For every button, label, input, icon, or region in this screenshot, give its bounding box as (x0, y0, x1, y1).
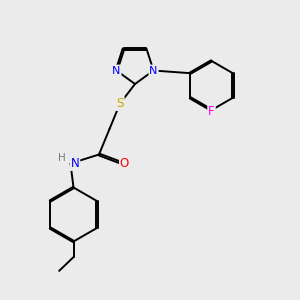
Text: O: O (120, 157, 129, 170)
Text: H: H (58, 153, 66, 163)
Text: N: N (70, 157, 80, 170)
Text: F: F (208, 105, 215, 118)
Text: N: N (149, 65, 158, 76)
Text: S: S (116, 97, 124, 110)
Text: N: N (112, 65, 121, 76)
